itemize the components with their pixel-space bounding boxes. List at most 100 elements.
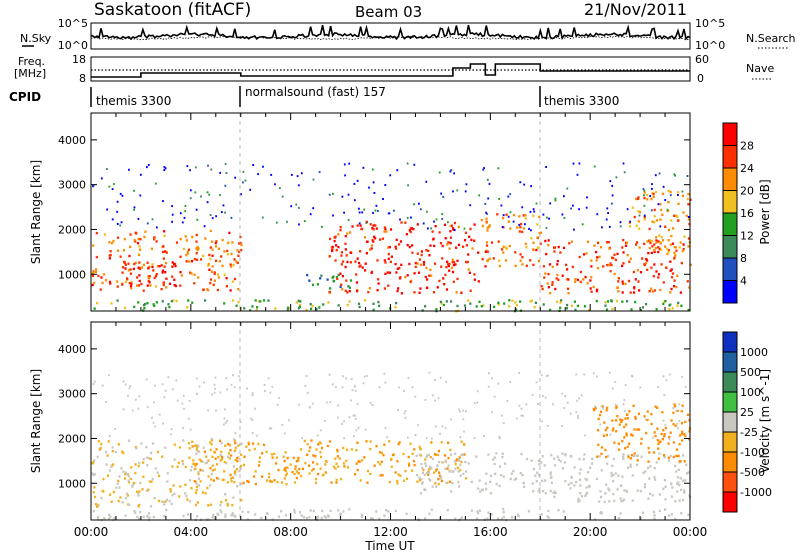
echo-cell (370, 244, 373, 247)
echo-cell (668, 435, 671, 439)
echo-cell (111, 188, 114, 191)
echo-cell (656, 427, 659, 430)
echo-cell (354, 414, 356, 417)
echo-cell (93, 486, 96, 489)
echo-cell (515, 477, 518, 480)
echo-cell (161, 271, 164, 274)
echo-cell (600, 512, 603, 515)
echo-cell (209, 229, 212, 233)
echo-cell (650, 209, 653, 212)
echo-cell (234, 473, 237, 476)
echo-cell (269, 480, 272, 483)
echo-cell (627, 455, 630, 459)
echo-cell (518, 230, 521, 233)
colorbar-tick-label: 100 (740, 386, 761, 399)
echo-cell (196, 218, 199, 221)
echo-cell (446, 260, 449, 263)
echo-cell (420, 253, 423, 257)
echo-cell (518, 371, 520, 374)
echo-cell (577, 414, 579, 417)
echo-cell (224, 211, 226, 214)
echo-cell (100, 177, 103, 180)
echo-cell (134, 463, 137, 466)
echo-cell (502, 511, 505, 514)
echo-cell (190, 260, 194, 263)
echo-cell (114, 428, 116, 431)
echo-cell (457, 470, 460, 473)
echo-cell (502, 475, 505, 478)
echo-cell (94, 268, 98, 271)
echo-cell (625, 241, 629, 244)
colorbar-swatch (723, 372, 737, 393)
echo-cell (450, 418, 452, 421)
echo-cell (134, 261, 137, 265)
echo-cell (362, 382, 365, 385)
echo-cell (324, 471, 327, 474)
echo-cell (387, 257, 390, 260)
echo-cell (335, 276, 338, 279)
echo-cell (146, 515, 149, 518)
echo-cell (185, 260, 188, 263)
echo-cell (122, 408, 125, 411)
echo-cell (638, 214, 641, 217)
echo-cell (465, 410, 467, 413)
echo-cell (473, 278, 476, 281)
echo-cell (445, 288, 449, 291)
echo-cell (321, 225, 323, 228)
echo-cell (155, 226, 158, 229)
echo-cell (483, 167, 485, 170)
echo-cell (129, 272, 133, 275)
echo-cell (383, 514, 386, 517)
echo-cell (457, 480, 460, 484)
echo-cell (193, 258, 196, 261)
echo-cell (459, 436, 462, 439)
echo-cell (276, 480, 279, 484)
echo-cell (121, 283, 124, 286)
echo-cell (331, 245, 334, 249)
echo-cell (437, 482, 440, 486)
echo-cell (354, 389, 357, 392)
echo-cell (187, 442, 190, 445)
echo-cell (687, 218, 690, 221)
echo-cell (106, 454, 109, 457)
echo-cell (225, 499, 228, 502)
echo-cell (243, 307, 246, 310)
echo-cell (508, 305, 511, 308)
echo-cell (612, 427, 615, 430)
echo-cell (545, 252, 548, 256)
echo-cell (206, 288, 210, 292)
echo-cell (331, 276, 334, 279)
echo-cell (409, 442, 412, 445)
echo-cell (340, 254, 343, 257)
echo-cell (614, 403, 617, 406)
echo-cell (545, 226, 548, 229)
echo-cell (344, 235, 347, 238)
echo-cell (299, 304, 302, 307)
echo-cell (270, 427, 273, 430)
echo-cell (262, 299, 266, 302)
echo-cell (147, 275, 150, 278)
echo-cell (214, 245, 218, 248)
echo-cell (231, 512, 234, 516)
echo-cell (166, 480, 169, 483)
echo-cell (628, 410, 631, 413)
echo-cell (418, 445, 421, 448)
echo-cell (605, 483, 608, 486)
echo-cell (242, 170, 245, 173)
echo-cell (345, 377, 347, 380)
echo-cell (144, 302, 147, 306)
echo-cell (454, 467, 457, 470)
echo-cell (357, 302, 361, 305)
echo-cell (567, 287, 570, 290)
echo-cell (223, 250, 226, 253)
echo-cell (656, 406, 659, 409)
echo-cell (226, 419, 228, 422)
echo-cell (578, 162, 581, 165)
echo-cell (612, 473, 615, 477)
echo-cell (91, 274, 95, 277)
echo-cell (231, 280, 235, 283)
echo-cell (151, 218, 154, 221)
velocity-x-ticks: 00:00 04:00 08:00 12:00 16:00 20:00 00:00 (74, 322, 707, 539)
echo-cell (236, 249, 239, 252)
echo-cell (416, 473, 419, 477)
